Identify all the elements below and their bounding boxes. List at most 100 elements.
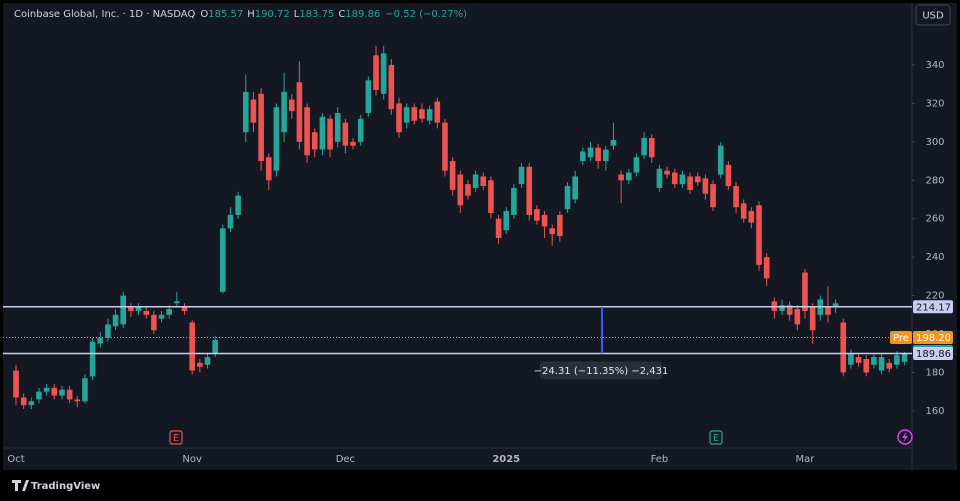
candle-body — [733, 186, 739, 208]
event-marker — [709, 430, 723, 445]
event-marker — [169, 430, 183, 445]
candle-body — [166, 309, 172, 315]
candle-body — [265, 157, 272, 181]
candle-body — [449, 161, 456, 190]
candle-body — [20, 397, 27, 406]
x-tick-label: Mar — [796, 454, 816, 465]
candle-body — [633, 157, 640, 173]
candle-body — [396, 103, 402, 133]
ohlc-value: 183.75 — [299, 9, 334, 20]
candle-body — [304, 107, 310, 156]
candle-body — [503, 211, 510, 231]
candle-body — [281, 91, 287, 133]
candle-body — [243, 91, 249, 133]
candle-body — [825, 307, 831, 315]
candle-body — [656, 168, 663, 188]
x-tick-label: Dec — [336, 454, 355, 465]
candle-body — [802, 272, 808, 311]
change: −0.52 (−0.27%) — [385, 9, 467, 20]
measure-box — [540, 361, 662, 380]
y-tick-label: 320 — [925, 98, 944, 109]
candle-body — [472, 174, 479, 188]
candle-body — [763, 257, 770, 279]
candle-body — [82, 378, 88, 402]
candle-body — [426, 109, 433, 121]
event-label: E — [713, 433, 719, 444]
candle-body — [342, 122, 349, 146]
candle-body — [511, 187, 517, 215]
candle-body — [457, 174, 464, 206]
currency-label[interactable]: USD — [922, 11, 944, 22]
ohlc-letter: H — [247, 9, 255, 20]
ohlc-letter: C — [338, 9, 345, 20]
candle-body — [580, 151, 586, 162]
candle-body — [258, 93, 264, 162]
candle-body — [411, 107, 418, 121]
candle-body — [488, 180, 494, 213]
candle-body — [43, 387, 50, 392]
candle-body — [143, 310, 150, 315]
candle-body — [564, 186, 571, 210]
header: Coinbase Global, Inc. · 1D · NASDAQ O185.… — [14, 9, 467, 20]
candle-body — [327, 118, 333, 150]
candle-body — [587, 147, 594, 158]
candle-body — [174, 301, 180, 304]
x-tick-label: Feb — [651, 454, 669, 465]
earnings-flash-icon[interactable] — [897, 429, 913, 445]
candle-body — [288, 99, 295, 112]
y-tick-label: 300 — [925, 137, 944, 148]
candle-body — [541, 214, 548, 227]
measure-label: −24.31 (−11.35%) −2,431 — [534, 366, 669, 377]
price-line-tag-bg — [913, 347, 953, 361]
candle-body — [434, 101, 441, 123]
y-tick-label: 240 — [925, 252, 944, 263]
ohlc-letter: O — [200, 9, 208, 20]
logo-mark — [12, 480, 29, 491]
y-tick-label: 260 — [925, 214, 944, 225]
candle-body — [626, 172, 632, 181]
candle-body — [220, 228, 226, 292]
candle-body — [878, 357, 885, 371]
candle-body — [480, 176, 487, 187]
candle-body — [319, 116, 326, 150]
candle-body — [894, 355, 900, 365]
candle-body — [725, 164, 732, 187]
icon-circle — [897, 429, 913, 445]
candle-body — [687, 176, 693, 190]
candle-body — [748, 211, 755, 223]
candle-body — [595, 147, 601, 162]
candle-body — [886, 362, 893, 369]
symbol: Coinbase Global, Inc. · 1D · NASDAQ — [14, 9, 195, 20]
candle-body — [610, 139, 617, 146]
candle-body — [710, 184, 716, 208]
candle-body — [832, 303, 839, 308]
candle-body — [840, 322, 847, 373]
candle-body — [204, 357, 211, 365]
candle-body — [863, 359, 870, 373]
candle-body — [756, 205, 762, 265]
candle-body — [557, 214, 563, 237]
candle-body — [495, 218, 502, 238]
currency-button[interactable] — [915, 4, 951, 26]
candle-body — [350, 141, 356, 146]
candle-body — [786, 305, 793, 315]
chart-background — [3, 3, 957, 470]
candle-body — [357, 118, 364, 142]
footer-logo — [12, 480, 29, 491]
candle-body — [572, 176, 578, 200]
candle-body — [250, 99, 257, 123]
x-tick-label: Nov — [182, 454, 202, 465]
candle-body — [618, 174, 624, 181]
candle-body — [855, 357, 862, 363]
candle-body — [534, 209, 540, 221]
candle-body — [694, 176, 701, 183]
candle-body — [419, 109, 425, 119]
candle-body — [848, 353, 854, 365]
candle-body — [388, 64, 395, 110]
candle-body — [365, 80, 372, 114]
candle-body — [197, 362, 203, 367]
ohlc-letter: L — [294, 9, 300, 20]
candle-body — [809, 307, 816, 331]
candle-body — [518, 166, 525, 185]
